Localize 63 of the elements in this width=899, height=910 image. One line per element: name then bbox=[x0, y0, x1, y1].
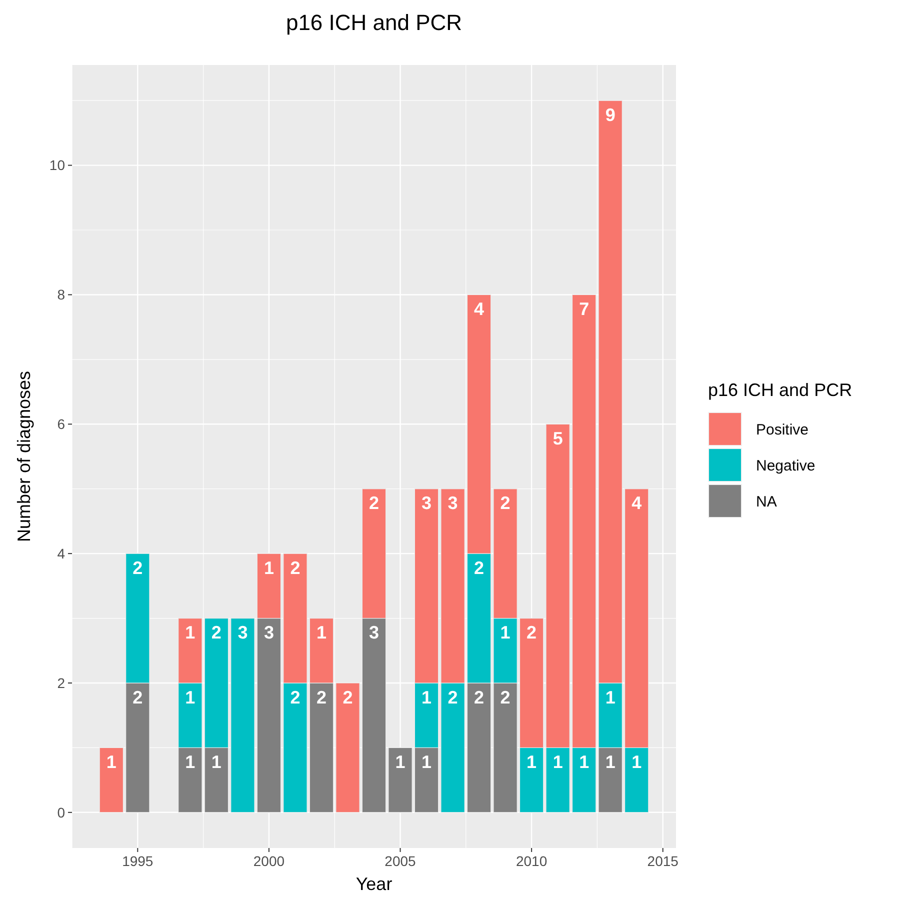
legend-label: Negative bbox=[756, 457, 816, 474]
data-label: 1 bbox=[185, 622, 196, 643]
data-label: 1 bbox=[422, 752, 432, 772]
y-axis-title: Number of diagnoses bbox=[14, 370, 34, 542]
data-label: 1 bbox=[605, 752, 616, 772]
x-tick-label: 2015 bbox=[647, 853, 679, 869]
legend-label: Positive bbox=[756, 421, 809, 438]
data-label: 3 bbox=[422, 493, 432, 514]
data-label: 7 bbox=[579, 299, 590, 320]
data-label: 2 bbox=[474, 687, 484, 708]
data-label: 1 bbox=[605, 687, 616, 708]
legend-label: NA bbox=[756, 493, 777, 510]
data-label: 9 bbox=[605, 104, 616, 125]
data-label: 4 bbox=[632, 493, 642, 514]
data-label: 1 bbox=[106, 752, 116, 772]
y-tick-label: 6 bbox=[57, 416, 66, 432]
data-label: 2 bbox=[290, 687, 300, 708]
x-axis-title: Year bbox=[356, 874, 392, 894]
y-tick-label: 2 bbox=[57, 674, 66, 691]
data-label: 1 bbox=[526, 752, 537, 772]
data-label: 2 bbox=[448, 687, 458, 708]
bar bbox=[230, 618, 255, 813]
data-label: 3 bbox=[264, 622, 274, 643]
data-label: 1 bbox=[395, 752, 406, 772]
data-label: 2 bbox=[316, 687, 326, 708]
data-label: 2 bbox=[290, 558, 300, 578]
x-tick-label: 1995 bbox=[122, 853, 154, 869]
data-label: 2 bbox=[132, 558, 143, 578]
data-label: 1 bbox=[422, 687, 432, 708]
x-tick-label: 2000 bbox=[253, 853, 285, 869]
data-label: 4 bbox=[474, 299, 484, 320]
legend-title: p16 ICH and PCR bbox=[708, 380, 852, 400]
x-tick-label: 2005 bbox=[384, 853, 416, 869]
y-tick-label: 10 bbox=[49, 157, 66, 174]
data-label: 2 bbox=[500, 493, 510, 514]
data-label: 1 bbox=[552, 752, 563, 772]
data-label: 2 bbox=[500, 687, 510, 708]
data-label: 1 bbox=[185, 752, 196, 772]
y-tick-label: 8 bbox=[57, 286, 66, 303]
data-label: 1 bbox=[264, 558, 274, 578]
data-label: 2 bbox=[132, 687, 143, 708]
data-label: 2 bbox=[342, 687, 353, 708]
data-label: 1 bbox=[316, 622, 326, 643]
data-label: 1 bbox=[211, 752, 222, 772]
data-label: 3 bbox=[238, 622, 248, 643]
bar bbox=[388, 747, 412, 813]
data-label: 2 bbox=[474, 558, 484, 578]
data-label: 1 bbox=[500, 622, 510, 643]
data-label: 5 bbox=[552, 428, 563, 448]
data-label: 3 bbox=[448, 493, 458, 514]
bar bbox=[336, 682, 360, 813]
y-tick-label: 0 bbox=[57, 804, 66, 820]
chart-title: p16 ICH and PCR bbox=[286, 10, 462, 35]
x-tick-label: 2010 bbox=[516, 853, 548, 869]
data-label: 1 bbox=[632, 752, 642, 772]
data-label: 2 bbox=[526, 622, 537, 643]
data-label: 2 bbox=[211, 622, 222, 643]
data-label: 1 bbox=[579, 752, 590, 772]
bar bbox=[99, 747, 124, 813]
data-label: 1 bbox=[185, 687, 196, 708]
data-label: 3 bbox=[368, 622, 380, 643]
y-tick-label: 4 bbox=[57, 545, 66, 562]
data-label: 2 bbox=[368, 493, 380, 514]
